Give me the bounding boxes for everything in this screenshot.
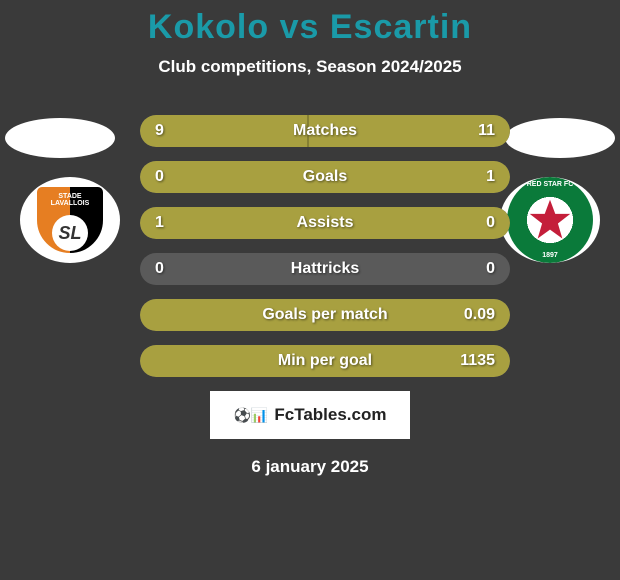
vs-text: vs <box>280 8 320 46</box>
badge-text: FcTables.com <box>274 405 386 425</box>
stat-value-right: 0 <box>486 260 495 278</box>
stat-value-right: 1135 <box>460 352 495 370</box>
date-text: 6 january 2025 <box>0 457 620 477</box>
stat-value-right: 11 <box>478 122 495 140</box>
star-icon <box>528 198 572 242</box>
redstar-inner-circle <box>520 190 580 250</box>
lavallois-text: STADE LAVALLOIS <box>37 193 103 207</box>
redstar-text: RED STAR FC <box>507 181 593 188</box>
stat-value-left: 0 <box>155 168 164 186</box>
team2-logo: RED STAR FC 1897 <box>500 177 600 263</box>
stat-row: 0 Goals 1 <box>140 161 510 193</box>
stat-row: Goals per match 0.09 <box>140 299 510 331</box>
stats-container: 9 Matches 11 0 Goals 1 1 Assists 0 0 Hat… <box>140 115 510 377</box>
lavallois-logo: STADE LAVALLOIS SL <box>35 185 105 255</box>
lavallois-shield: STADE LAVALLOIS SL <box>35 185 105 255</box>
player1-name: Kokolo <box>148 8 269 46</box>
stat-label: Goals <box>303 168 347 186</box>
stat-value-right: 0 <box>486 214 495 232</box>
stat-label: Min per goal <box>278 352 372 370</box>
subtitle: Club competitions, Season 2024/2025 <box>0 57 620 77</box>
redstar-year: 1897 <box>507 252 593 259</box>
stat-label: Goals per match <box>262 306 387 324</box>
stat-label: Matches <box>293 122 357 140</box>
stat-row: 0 Hattricks 0 <box>140 253 510 285</box>
player2-name: Escartin <box>330 8 472 46</box>
stat-row: 9 Matches 11 <box>140 115 510 147</box>
player2-avatar-placeholder <box>505 118 615 158</box>
stat-value-left: 0 <box>155 260 164 278</box>
stat-row: Min per goal 1135 <box>140 345 510 377</box>
stat-label: Assists <box>297 214 354 232</box>
soccer-icon: ⚽📊 <box>234 407 269 424</box>
stat-value-left: 9 <box>155 122 164 140</box>
player1-avatar-placeholder <box>5 118 115 158</box>
stat-value-right: 0.09 <box>464 306 495 324</box>
comparison-title: Kokolo vs Escartin <box>0 0 620 47</box>
stat-label: Hattricks <box>291 260 359 278</box>
redstar-logo: RED STAR FC 1897 <box>507 177 593 263</box>
lavallois-sl-circle: SL <box>52 215 88 251</box>
stat-value-left: 1 <box>155 214 164 232</box>
stat-fill-left <box>140 115 307 147</box>
stat-value-right: 1 <box>486 168 495 186</box>
stat-row: 1 Assists 0 <box>140 207 510 239</box>
fctables-badge: ⚽📊 FcTables.com <box>210 391 410 439</box>
team1-logo: STADE LAVALLOIS SL <box>20 177 120 263</box>
